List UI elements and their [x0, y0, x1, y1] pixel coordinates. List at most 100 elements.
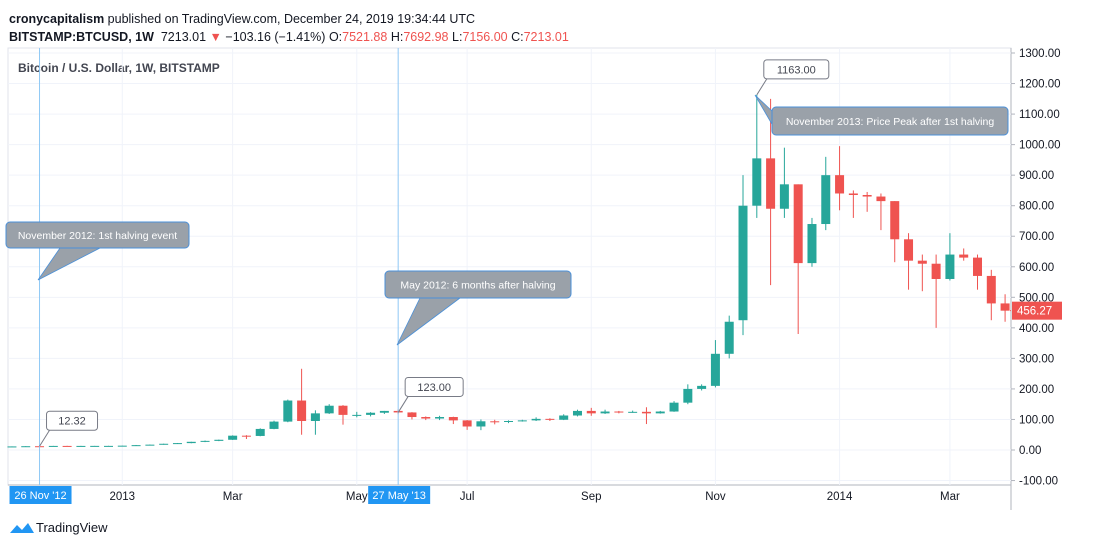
candle-body: [172, 443, 182, 445]
candle-body: [297, 400, 307, 421]
candle-body: [407, 412, 417, 418]
chart-title: Bitcoin / U.S. Dollar, 1W, BITSTAMP: [18, 61, 220, 75]
candle-body: [21, 446, 31, 448]
ohlc-value: 7156.00: [462, 30, 508, 44]
ohlc-key: C:: [511, 30, 524, 44]
candle-body: [862, 195, 872, 197]
ohlc-key: H:: [390, 30, 404, 44]
callout-text: November 2013: Price Peak after 1st halv…: [786, 116, 995, 128]
date-marker-label: 27 May '13: [372, 490, 425, 502]
candle-body: [338, 405, 348, 415]
date-marker-box: [9, 486, 72, 504]
y-tick-label: 800.00: [1019, 201, 1054, 213]
x-tick-label: May: [346, 491, 368, 503]
candle-body: [283, 400, 293, 422]
ohlc-value: 7213.01: [523, 30, 569, 44]
y-tick-label: -100.00: [1019, 476, 1058, 488]
date-marker-box: [368, 486, 431, 504]
candle-body: [131, 445, 141, 447]
candle-body: [435, 417, 445, 419]
candle-body: [931, 263, 941, 279]
y-tick-label: 1100.00: [1019, 109, 1060, 121]
y-tick-label: 1200.00: [1019, 79, 1061, 91]
candle-body: [448, 417, 458, 421]
price-note-box: [404, 376, 464, 397]
price-note-box: [763, 59, 830, 80]
candle-body: [159, 443, 169, 445]
candle-body: [986, 275, 996, 304]
callout-box: [5, 221, 190, 249]
candle-body: [793, 184, 803, 264]
symbol-line: BITSTAMP:BTCUSD, 1W 7213.01 ▼ −103.16 (−…: [9, 28, 569, 46]
header: cronycapitalism published on TradingView…: [9, 10, 569, 46]
published: published on TradingView.com, December 2…: [107, 12, 476, 26]
publish-line: cronycapitalism published on TradingView…: [9, 10, 569, 28]
candle-body: [90, 445, 100, 447]
candle-body: [255, 428, 265, 436]
callout-text: May 2012: 6 months after halving: [400, 280, 555, 292]
candle-body: [490, 421, 500, 423]
candle-body: [848, 193, 858, 196]
candle-body: [710, 353, 720, 386]
x-tick-label: Jul: [460, 491, 475, 503]
candle-body: [766, 158, 776, 209]
price-note-label: 1163.00: [777, 64, 816, 76]
brand: TradingView: [36, 520, 108, 535]
ohlc-value: 7521.88: [342, 30, 388, 44]
candle-body: [379, 410, 389, 413]
symbol: BITSTAMP:BTCUSD, 1W: [9, 30, 154, 44]
candle-body: [738, 205, 748, 321]
candle-body: [904, 239, 914, 261]
x-tick-label: 2014: [827, 491, 853, 503]
y-tick-label: 0.00: [1019, 445, 1041, 457]
candle-body: [917, 260, 927, 264]
candle-body: [352, 414, 362, 416]
candle-body: [214, 439, 224, 441]
candle-body: [890, 201, 900, 240]
candle-body: [421, 417, 431, 419]
candle-body: [683, 388, 693, 403]
candle-body: [531, 418, 541, 421]
y-tick-label: 200.00: [1019, 384, 1054, 396]
x-tick-label: 2013: [109, 491, 135, 503]
ohlc-key: O:: [328, 30, 343, 44]
price-note-tail: [756, 78, 768, 96]
candle-body: [186, 441, 196, 444]
x-tick-label: Nov: [705, 491, 726, 503]
candle-body: [779, 184, 789, 209]
y-tick-label: 700.00: [1019, 231, 1054, 243]
price-note-label: 12.32: [58, 416, 86, 428]
last-price-box: [1012, 301, 1062, 320]
callout-box: [384, 270, 572, 299]
candle-body: [945, 254, 955, 279]
price: 7213.01: [160, 30, 207, 44]
y-tick-label: 1300.00: [1019, 48, 1061, 60]
x-tick-label: Sep: [581, 491, 601, 503]
author: cronycapitalism: [9, 12, 105, 26]
candle-body: [1000, 303, 1010, 311]
candle-body: [821, 175, 831, 225]
candle-body: [641, 411, 651, 414]
candle-body: [200, 440, 210, 442]
candle-body: [462, 420, 472, 427]
candle-body: [559, 415, 569, 420]
candle-body: [310, 413, 320, 421]
price-note-box: [46, 410, 99, 431]
candle-body: [7, 446, 17, 448]
price-note-tail: [397, 396, 409, 413]
candle-body: [600, 411, 610, 414]
date-marker-label: 26 Nov '12: [14, 490, 66, 502]
candles: [7, 94, 1010, 448]
candle-body: [655, 411, 665, 414]
candle-body: [366, 412, 376, 415]
candle-body: [876, 196, 886, 202]
candle-body: [504, 420, 514, 422]
candle-body: [517, 420, 527, 422]
candle-body: [835, 175, 845, 194]
candle-body: [752, 158, 762, 206]
candle-body: [103, 445, 113, 447]
ohlc-key: L:: [452, 30, 463, 44]
y-tick-label: 400.00: [1019, 323, 1054, 335]
